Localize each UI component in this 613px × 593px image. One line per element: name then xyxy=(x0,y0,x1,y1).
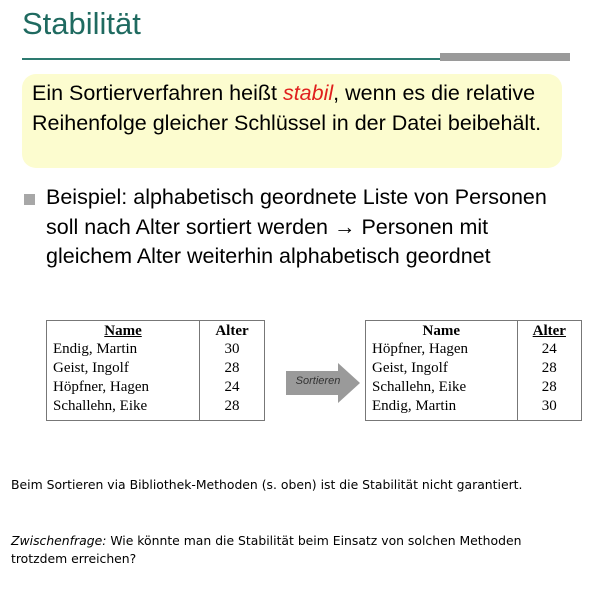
cell-age: 30 xyxy=(516,397,582,421)
table-header-name: Name xyxy=(104,322,142,339)
table-before-sort: Name Alter Endig, Martin 30 Geist, Ingol… xyxy=(46,320,265,421)
note-question: Zwischenfrage: Wie könnte man die Stabil… xyxy=(11,532,571,568)
cell-age: 28 xyxy=(199,397,265,421)
table-row: Geist, Ingolf 28 xyxy=(47,359,265,378)
table-row: Endig, Martin 30 xyxy=(47,340,265,359)
table-row: Höpfner, Hagen 24 xyxy=(366,340,582,359)
table-header-age: Alter xyxy=(516,320,582,340)
cell-age: 28 xyxy=(516,378,582,397)
cell-age: 24 xyxy=(199,378,265,397)
table-after-sort: Name Alter Höpfner, Hagen 24 Geist, Ingo… xyxy=(365,320,582,421)
cell-age: 28 xyxy=(516,359,582,378)
cell-name: Schallehn, Eike xyxy=(372,379,467,395)
slide-title: Stabilität xyxy=(22,6,141,41)
table-row: Endig, Martin 30 xyxy=(366,397,582,421)
title-accent-bar xyxy=(440,53,570,61)
cell-age: 28 xyxy=(199,359,265,378)
sort-arrow-icon xyxy=(286,363,360,403)
table-header-name: Name xyxy=(422,322,461,339)
arrow-label: Sortieren xyxy=(295,375,341,387)
title-underline xyxy=(22,58,570,60)
table-row: Schallehn, Eike 28 xyxy=(47,397,265,421)
cell-age: 30 xyxy=(199,340,265,359)
cell-name: Endig, Martin xyxy=(372,398,457,414)
cell-name: Schallehn, Eike xyxy=(53,398,148,414)
table-row: Geist, Ingolf 28 xyxy=(366,359,582,378)
table-row: Höpfner, Hagen 24 xyxy=(47,378,265,397)
cell-name: Geist, Ingolf xyxy=(53,360,129,376)
question-label: Zwischenfrage: xyxy=(11,533,107,548)
cell-name: Höpfner, Hagen xyxy=(372,341,469,357)
cell-name: Höpfner, Hagen xyxy=(53,379,150,395)
question-text: Wie könnte man die Stabilität beim Einsa… xyxy=(11,533,522,566)
table-header-age: Alter xyxy=(199,320,265,340)
definition-box: Ein Sortierverfahren heißt stabil, wenn … xyxy=(22,74,562,168)
definition-text-end: , wenn es die relative Reihenfolge gleic… xyxy=(32,81,542,135)
note-stability: Beim Sortieren via Bibliothek-Methoden (… xyxy=(11,477,523,492)
cell-name: Geist, Ingolf xyxy=(372,360,448,376)
definition-highlight: stabil xyxy=(282,81,334,105)
bullet-square-icon xyxy=(24,194,35,205)
table-row: Schallehn, Eike 28 xyxy=(366,378,582,397)
bullet-text: Beispiel: alphabetisch geordnete Liste v… xyxy=(46,185,547,268)
cell-name: Endig, Martin xyxy=(53,341,138,357)
cell-age: 24 xyxy=(516,340,582,359)
definition-text-start: Ein Sortierverfahren heißt xyxy=(32,81,283,105)
